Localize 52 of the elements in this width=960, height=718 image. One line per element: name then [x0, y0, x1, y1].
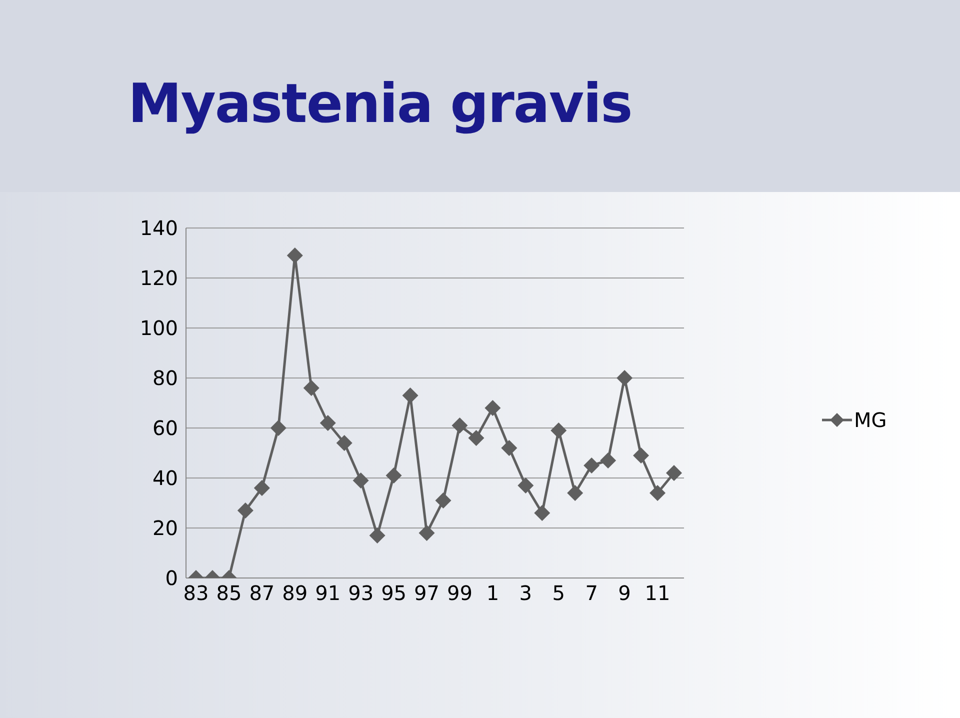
point [600, 452, 616, 468]
y-tick-label: 120 [140, 266, 178, 290]
point [336, 435, 352, 451]
x-tick-label: 83 [183, 581, 209, 606]
point [320, 415, 336, 431]
point [286, 248, 303, 264]
y-tick-label: 100 [140, 316, 178, 340]
point [518, 478, 534, 494]
point [666, 465, 682, 481]
point [237, 502, 254, 518]
y-tick-label: 140 [140, 216, 178, 240]
point [435, 492, 452, 508]
point [550, 422, 567, 438]
point [484, 400, 501, 416]
point [386, 468, 402, 484]
point [501, 440, 518, 456]
point [633, 448, 650, 464]
point [584, 458, 600, 474]
chart-title: Myastenia gravis [128, 72, 632, 135]
x-tick-label: 9 [618, 581, 631, 606]
point [418, 525, 435, 541]
y-tick-label: 40 [152, 466, 178, 490]
x-tick-label: 7 [585, 581, 598, 606]
x-tick-label: 91 [315, 581, 341, 606]
x-tick-label: 89 [282, 581, 308, 606]
x-tick-label: 99 [447, 581, 472, 606]
point [369, 528, 386, 544]
point [616, 370, 633, 386]
legend-label: MG [854, 408, 887, 432]
x-tick-label: 1 [486, 581, 500, 606]
x-tick-label: 87 [249, 581, 275, 606]
point [270, 420, 286, 436]
point [534, 505, 550, 521]
point [650, 485, 666, 501]
point [303, 380, 320, 396]
x-tick-label: 97 [414, 581, 440, 606]
y-tick-label: 20 [152, 516, 178, 540]
point [468, 430, 484, 446]
point [567, 485, 584, 501]
x-tick-label: 11 [644, 581, 670, 606]
x-tick-label: 95 [381, 581, 407, 606]
x-tick-label: 93 [348, 581, 374, 606]
y-tick-label: 0 [165, 566, 178, 590]
point [452, 418, 468, 434]
point [352, 472, 369, 488]
point [254, 480, 270, 496]
x-tick-label: 5 [552, 581, 565, 606]
y-tick-label: 80 [152, 366, 178, 390]
x-tick-label: 3 [519, 581, 532, 606]
point [402, 388, 418, 404]
x-tick-label: 85 [216, 581, 242, 606]
y-tick-label: 60 [152, 416, 178, 440]
